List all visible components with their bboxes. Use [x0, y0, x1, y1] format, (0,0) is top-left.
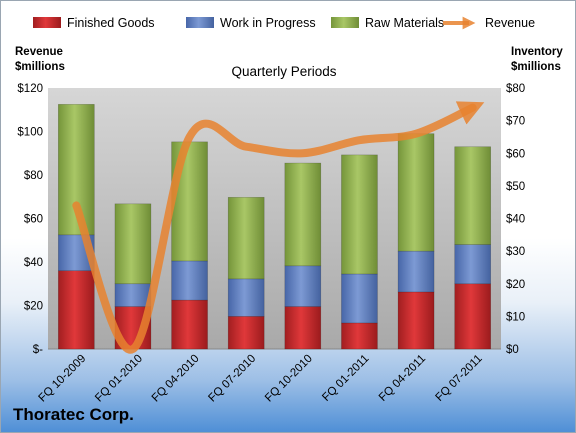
- right-tick-label: $40: [506, 214, 525, 226]
- bar-segment: [454, 244, 491, 285]
- bar-segment: [58, 270, 95, 350]
- left-tick-label: $100: [17, 127, 43, 139]
- category-label: FQ 04-2011: [377, 353, 428, 404]
- bar-segment: [397, 291, 435, 350]
- right-tick-label: $0: [506, 344, 519, 356]
- bar-series: [58, 104, 491, 350]
- bar-segment: [454, 146, 491, 245]
- bar-segment: [397, 133, 435, 252]
- bar-segment: [341, 273, 378, 324]
- right-tick-label: $80: [506, 83, 525, 95]
- bar-segment: [341, 154, 378, 275]
- right-axis-label-line1: Inventory: [511, 46, 563, 58]
- revenue-line-path: [72, 101, 485, 354]
- bar-segment: [171, 141, 208, 262]
- left-tick-label: $80: [24, 170, 43, 182]
- bar-segment: [171, 299, 208, 350]
- right-axis-label-line2: $millions: [511, 61, 561, 73]
- legend-swatch-0: [33, 17, 61, 28]
- left-tick-label: $120: [17, 83, 43, 95]
- bar-segment: [397, 250, 435, 293]
- bar-segment: [114, 283, 152, 307]
- right-tick-label: $50: [506, 181, 525, 193]
- revenue-line: [72, 101, 485, 354]
- category-label: FQ 10-2009: [37, 353, 89, 405]
- left-tick-label: $-: [33, 344, 43, 356]
- bar-segment: [227, 278, 265, 317]
- bar-segment: [341, 322, 378, 350]
- legend-label-0: Finished Goods: [67, 16, 155, 30]
- category-label: FQ 01-2011: [320, 353, 371, 404]
- left-axis-label-line1: Revenue: [15, 46, 63, 58]
- chart-legend: Finished Goods Work in Progress Raw Materi…: [33, 16, 535, 30]
- legend-label-1: Work in Progress: [220, 16, 316, 30]
- category-labels: FQ 10-2009 FQ 01-2010 FQ 04-2010 FQ 07-2010…: [37, 353, 485, 405]
- category-label: FQ 07-2011: [434, 353, 485, 404]
- bar-segment: [284, 265, 322, 307]
- right-tick-label: $10: [506, 311, 525, 323]
- company-name: Thoratec Corp.: [13, 405, 134, 424]
- bar-segment: [114, 203, 152, 285]
- left-axis-ticks: $- $20 $40 $60 $80 $100 $120: [17, 83, 43, 356]
- legend-label-2: Raw Materials: [365, 16, 444, 30]
- bar-segment: [454, 283, 491, 350]
- category-label: FQ 01-2010: [93, 353, 145, 405]
- left-axis-label-line2: $millions: [15, 61, 65, 73]
- left-tick-label: $20: [24, 301, 43, 313]
- category-label: FQ 04-2010: [150, 353, 202, 405]
- right-axis-ticks: $0 $10 $20 $30 $40 $50 $60 $70 $80: [506, 83, 525, 356]
- bar-segment: [284, 162, 322, 267]
- bar-segment: [227, 196, 265, 280]
- right-tick-label: $30: [506, 246, 525, 258]
- right-tick-label: $60: [506, 148, 525, 160]
- legend-swatch-2: [331, 17, 359, 28]
- category-label: FQ 07-2010: [206, 353, 258, 405]
- left-tick-label: $40: [24, 257, 43, 269]
- bar-segment: [227, 316, 265, 350]
- legend-label-revenue: Revenue: [485, 16, 535, 30]
- left-tick-label: $60: [24, 214, 43, 226]
- bar-segment: [171, 260, 208, 301]
- category-label: FQ 10-2010: [263, 353, 315, 405]
- bar-segment: [284, 306, 322, 350]
- right-tick-label: $70: [506, 116, 525, 128]
- chart-title: Quarterly Periods: [231, 64, 336, 79]
- legend-swatch-1: [186, 17, 214, 28]
- right-tick-label: $20: [506, 279, 525, 291]
